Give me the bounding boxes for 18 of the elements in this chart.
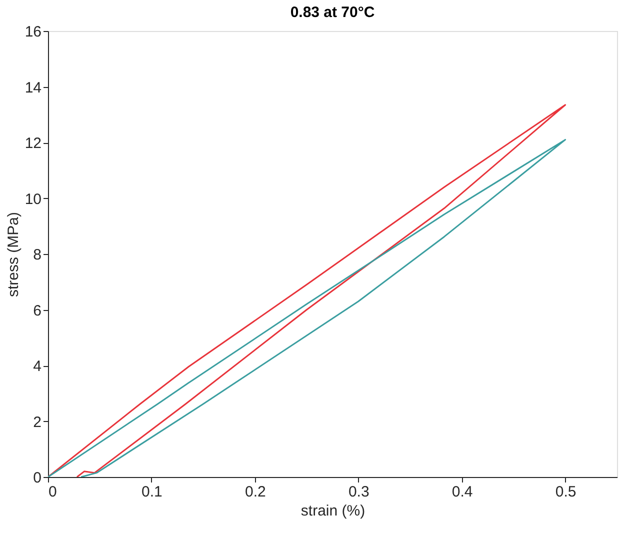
x-tick-label: 0.5 [555, 484, 576, 500]
x-tick-label: 0.3 [348, 484, 370, 500]
y-tick-label: 12 [24, 135, 42, 152]
y-tick-label: 16 [24, 24, 42, 40]
x-axis-title: strain (%) [300, 502, 366, 520]
y-tick-label: 4 [33, 358, 42, 375]
x-tick-label: 0.4 [452, 484, 473, 500]
y-tick-label: 0 [33, 470, 42, 486]
y-tick-label: 14 [24, 79, 42, 96]
chart-title: 0.83 at 70°C [290, 4, 375, 21]
x-tick-label: 0.2 [244, 484, 266, 500]
x-tick-label: 0 [48, 484, 57, 500]
y-axis-title: stress (MPa) [4, 212, 22, 298]
y-tick-label: 8 [33, 246, 42, 264]
y-tick-label: 2 [33, 414, 42, 431]
y-tick-label: 10 [24, 190, 42, 208]
x-tick-label: 0.1 [142, 484, 162, 500]
y-tick-label: 6 [33, 302, 42, 320]
